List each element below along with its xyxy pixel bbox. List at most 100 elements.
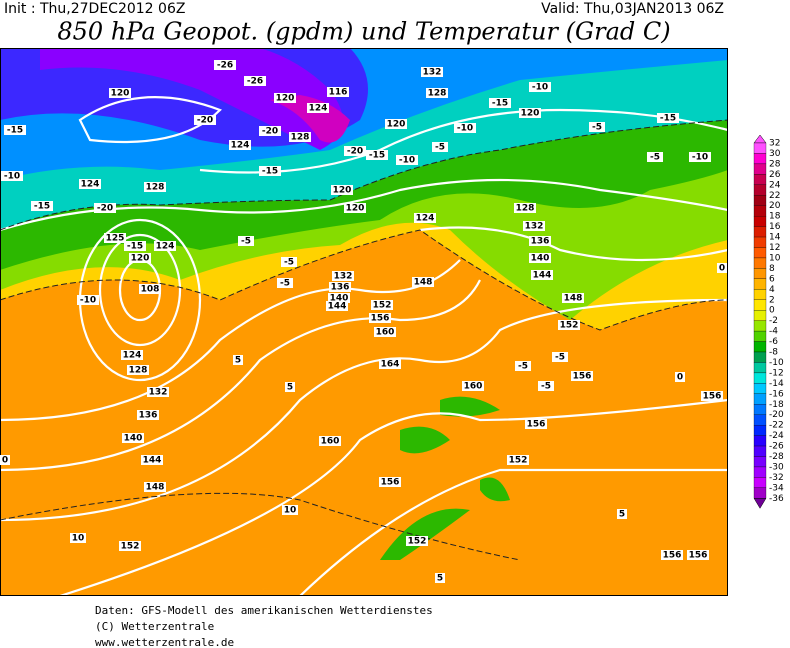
geopotential-label: 132 bbox=[334, 272, 353, 282]
footer-line: Daten: GFS-Modell des amerikanischen Wet… bbox=[95, 604, 433, 617]
temperature-label-box bbox=[277, 278, 293, 288]
geopotential-label: 144 bbox=[533, 271, 552, 281]
colorbar-swatch bbox=[753, 226, 767, 238]
geopotential-label: 128 bbox=[428, 89, 447, 99]
colorbar-label: 10 bbox=[769, 253, 781, 263]
geopotential-label-box bbox=[369, 313, 391, 323]
colorbar-label: -28 bbox=[769, 452, 784, 462]
colorbar-label: 32 bbox=[769, 139, 780, 149]
colorbar-label: -30 bbox=[769, 462, 784, 472]
geopotential-label: 136 bbox=[531, 237, 550, 247]
geopotential-label: 152 bbox=[121, 542, 140, 552]
geopotential-label-box bbox=[319, 436, 341, 446]
colorbar-label: 8 bbox=[769, 264, 775, 274]
temperature-label: 10 bbox=[72, 534, 85, 544]
geopotential-label: 164 bbox=[381, 360, 400, 370]
temperature-label-box bbox=[4, 125, 26, 135]
geopotential-label: 120 bbox=[346, 204, 365, 214]
geopotential-label-box bbox=[307, 103, 329, 113]
geopotential-label: 124 bbox=[309, 104, 328, 114]
temperature-contours bbox=[0, 119, 728, 561]
colorbar-swatch bbox=[753, 424, 767, 436]
temperature-label: 5 bbox=[235, 356, 241, 366]
geopotential-label: 120 bbox=[387, 120, 406, 130]
temperature-label: -5 bbox=[650, 153, 660, 163]
geopotential-label-box bbox=[529, 236, 551, 246]
footer-line: (C) Wetterzentrale bbox=[95, 620, 214, 633]
temperature-label: -15 bbox=[34, 202, 50, 212]
geopotential-label-box bbox=[514, 203, 536, 213]
geopotential-label-box bbox=[329, 282, 351, 292]
geopotential-label: 128 bbox=[516, 204, 535, 214]
colorbar-label: -8 bbox=[769, 348, 778, 358]
colorbar-label: 14 bbox=[769, 233, 781, 243]
colorbar-label: 20 bbox=[769, 201, 781, 211]
colorbar-swatch bbox=[753, 404, 767, 415]
temperature-label-box bbox=[214, 60, 236, 70]
temperature-label: -5 bbox=[592, 123, 602, 133]
geopotential-label: 152 bbox=[509, 456, 528, 466]
temperature-label: -20 bbox=[97, 204, 113, 214]
geopotential-label: 156 bbox=[381, 478, 400, 488]
geopotential-label-box bbox=[525, 419, 547, 429]
geopotential-label: 128 bbox=[146, 183, 165, 193]
geopotential-label-box bbox=[462, 381, 484, 391]
geopotential-label: 120 bbox=[521, 109, 540, 119]
temperature-label-box bbox=[717, 263, 727, 273]
geopotential-label-box bbox=[127, 365, 149, 375]
geopotential-label-box bbox=[121, 350, 143, 360]
geopotential-label-box bbox=[332, 271, 354, 281]
geopotential-label-box bbox=[79, 179, 101, 189]
geopotential-label-box bbox=[687, 550, 709, 560]
geopotential-label-box bbox=[122, 433, 144, 443]
temperature-label: -10 bbox=[80, 296, 96, 306]
temperature-label-box bbox=[657, 113, 679, 123]
colorbar-swatch bbox=[753, 257, 767, 269]
init-time: Init : Thu,27DEC2012 06Z bbox=[4, 1, 185, 17]
temperature-label: -20 bbox=[197, 116, 213, 126]
temperature-label-box bbox=[366, 150, 388, 160]
colorbar-label: -10 bbox=[769, 358, 784, 368]
temperature-label-box bbox=[1, 171, 23, 181]
geopotential-label: 152 bbox=[408, 537, 427, 547]
temperature-label-box bbox=[281, 257, 297, 267]
geopotential-label: 140 bbox=[124, 434, 143, 444]
temperature-label-box bbox=[689, 152, 711, 162]
colorbar-swatch bbox=[753, 236, 767, 248]
geopotential-label: 156 bbox=[703, 392, 722, 402]
temperature-label: 0 bbox=[2, 456, 8, 466]
geopotential-label-box bbox=[379, 477, 401, 487]
colorbar-swatch bbox=[753, 383, 767, 394]
colorbar-swatch bbox=[753, 320, 767, 332]
temperature-label: -5 bbox=[518, 362, 528, 372]
geopotential-label-box bbox=[374, 327, 396, 337]
colorbar-label: -18 bbox=[769, 400, 784, 410]
geopotential-label: 144 bbox=[328, 302, 347, 312]
geopotential-label-box bbox=[379, 359, 401, 369]
temperature-label-box bbox=[538, 381, 554, 391]
temperature-label-box bbox=[589, 122, 605, 132]
colorbar-swatch bbox=[753, 278, 767, 290]
geopotential-label-box bbox=[119, 541, 141, 551]
temperature-label: -15 bbox=[127, 242, 143, 252]
temperature-label-box bbox=[194, 115, 216, 125]
geopotential-label: 132 bbox=[423, 68, 442, 78]
geopotential-label: 136 bbox=[139, 411, 158, 421]
geopotential-label: 124 bbox=[81, 180, 100, 190]
temperature-label-box bbox=[238, 236, 254, 246]
temperature-label-box bbox=[344, 146, 366, 156]
temperature-label: -26 bbox=[217, 61, 233, 71]
geopotential-label: 156 bbox=[573, 372, 592, 382]
temperature-label: -15 bbox=[7, 126, 23, 136]
colorbar-swatch bbox=[753, 487, 767, 499]
geopotential-label: 148 bbox=[146, 483, 165, 493]
temperature-label-box bbox=[94, 203, 116, 213]
geopotential-label: 148 bbox=[414, 278, 433, 288]
geopotential-label: 108 bbox=[141, 285, 160, 295]
geopotential-label-box bbox=[141, 455, 163, 465]
geopotential-label-box bbox=[137, 410, 159, 420]
colorbar-cap bbox=[753, 134, 767, 144]
geopotential-label-box bbox=[661, 550, 683, 560]
